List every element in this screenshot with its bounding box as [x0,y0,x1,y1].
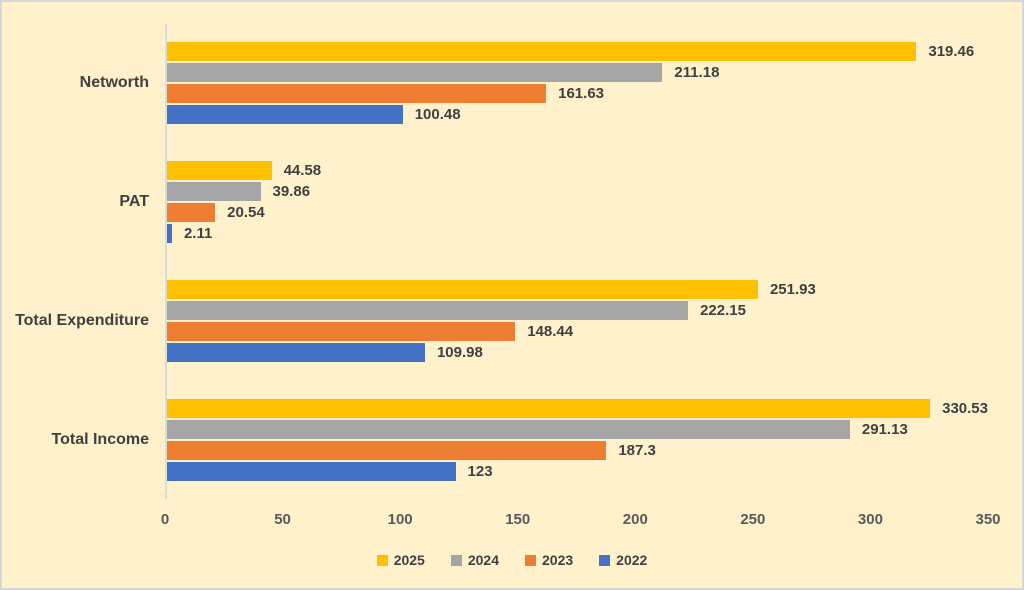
bar-2023 [167,203,216,223]
legend-item-2024: 2024 [450,552,499,568]
bar-stack: 319.46 211.18 161.63 100.48 [165,24,988,143]
legend-swatch-2025 [376,554,388,566]
bar-2025 [167,279,758,299]
legend-label: 2022 [616,552,648,568]
bar-value-label: 20.54 [227,204,265,222]
bar-stack: 251.93 222.15 148.44 109.98 [165,261,988,381]
bar-value-label: 148.44 [527,322,574,340]
bar-2023 [167,321,516,341]
bar-value-label: 291.13 [861,420,908,438]
bar-row: 148.44 [167,321,988,341]
bar-group: Total Expenditure 251.93 222.15 148.44 109.9… [2,261,988,381]
bar-row: 39.86 [167,182,988,202]
bar-2025 [167,161,272,181]
bar-value-label: 319.46 [928,43,975,61]
plot-area: Networth 319.46 211.18 161.63 100.48 PAT 44.58… [2,24,988,499]
x-axis-tick: 150 [505,511,531,528]
category-label: Total Expenditure [15,311,149,329]
bar-value-label: 187.3 [618,441,656,459]
bar-group: Networth 319.46 211.18 161.63 100.48 [2,24,988,143]
bar-row: 222.15 [167,300,988,320]
legend-label: 2023 [542,552,574,568]
bar-stack: 330.53 291.13 187.3 123 [165,380,988,499]
legend-label: 2024 [467,552,499,568]
bar-group: Total Income 330.53 291.13 187.3 123 [2,380,988,499]
category-label: PAT [119,193,149,211]
bar-2022 [167,224,172,244]
bar-group: PAT 44.58 39.86 20.54 2.11 [2,142,988,262]
bar-row: 123 [167,461,988,481]
x-axis-tick: 200 [622,511,648,528]
bar-row: 161.63 [167,84,988,104]
bar-row: 2.11 [167,224,988,244]
bar-row: 109.98 [167,342,988,362]
legend-swatch-2023 [525,554,536,566]
bar-value-label: 161.63 [558,85,605,103]
bar-2025 [167,42,917,62]
bar-row: 291.13 [167,419,988,439]
bar-value-label: 44.58 [283,162,322,180]
legend-item-2023: 2023 [525,552,573,568]
bar-value-label: 100.48 [414,106,461,124]
x-axis-tick: 100 [387,511,413,528]
bar-value-label: 330.53 [942,399,988,417]
bar-value-label: 109.98 [436,343,483,361]
bar-row: 330.53 [167,398,988,418]
legend-swatch-2022 [599,554,611,566]
bar-2022 [167,461,456,481]
bar-row: 187.3 [167,440,988,460]
category-label: Total Income [51,430,150,448]
bar-row: 251.93 [167,279,988,299]
bar-2024 [167,419,850,439]
x-axis-tick: 300 [857,511,883,528]
bar-value-label: 222.15 [700,301,746,319]
bar-2025 [167,398,931,418]
bar-value-label: 39.86 [272,183,311,201]
bar-2024 [167,182,261,202]
x-axis-tick: 350 [975,511,1001,528]
bar-2023 [167,84,547,104]
legend-label: 2025 [393,552,425,568]
legend-item-2025: 2025 [376,552,425,568]
bar-value-label: 211.18 [674,64,720,82]
bar-row: 100.48 [167,105,988,125]
bar-row: 20.54 [167,203,988,223]
bar-2024 [167,300,689,320]
category-label: Networth [79,74,149,92]
bar-2024 [167,63,663,83]
bar-value-label: 123 [467,462,493,480]
bar-row: 319.46 [167,42,988,62]
bar-2022 [167,342,425,362]
x-axis-tick: 50 [274,511,291,528]
x-axis-tick: 0 [160,511,170,528]
bar-row: 44.58 [167,161,988,181]
x-axis: 0 50 100 150 200 250 300 350 [161,508,1001,532]
bar-row: 211.18 [167,63,988,83]
bar-2022 [167,105,403,125]
bar-value-label: 2.11 [183,225,213,243]
bar-stack: 44.58 39.86 20.54 2.11 [165,142,988,262]
legend-item-2022: 2022 [599,552,647,568]
x-axis-tick: 250 [740,511,766,528]
bar-2023 [167,440,607,460]
legend: 2025 2024 2023 2022 [2,552,1022,568]
bar-value-label: 251.93 [769,280,816,298]
legend-swatch-2024 [450,554,462,566]
